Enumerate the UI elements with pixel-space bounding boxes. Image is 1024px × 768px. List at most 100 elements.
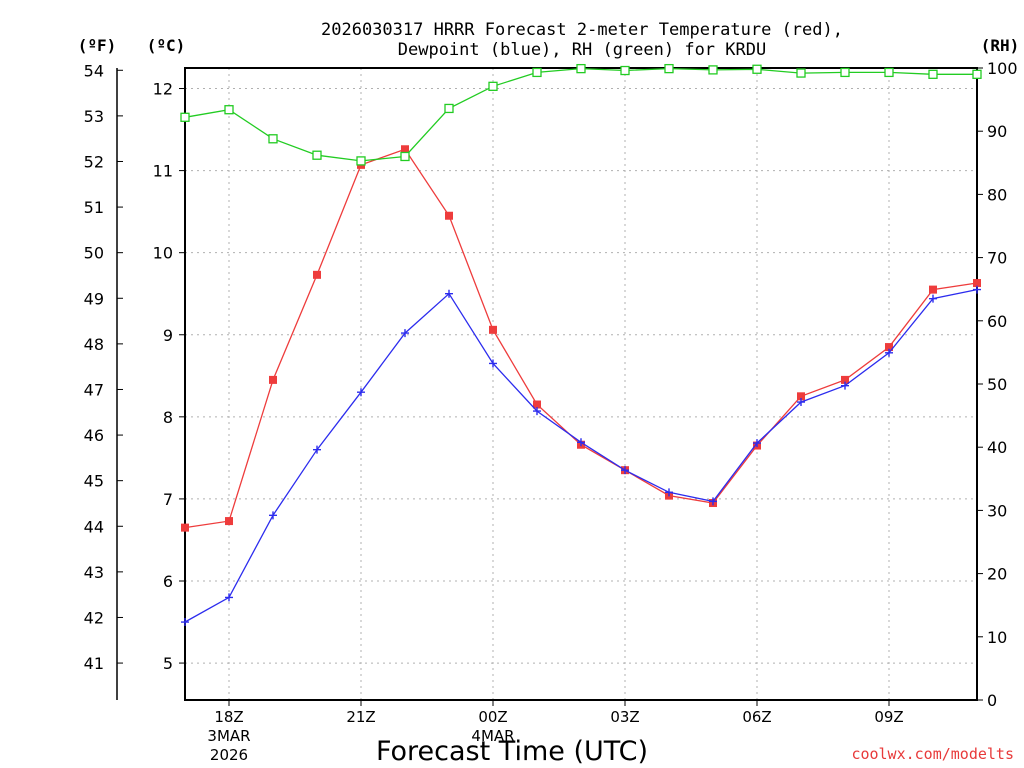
temperature-point: [973, 279, 981, 288]
rh-point: [180, 112, 190, 122]
rh-tick-label: 0: [987, 691, 997, 710]
x-tick-date-label: 4MAR: [471, 727, 514, 745]
temperature-point: [401, 145, 409, 154]
fahrenheit-tick-label: 54: [84, 61, 104, 80]
tick-labels: 5 6 7 8 9 10 11 12 41 42 43 44 45 46 47 48 49 50 51 52 53 54 0…: [84, 59, 1018, 764]
x-axis-label: Forecast Time (UTC): [376, 736, 648, 767]
rh-unit-label: (RH): [981, 36, 1020, 55]
rh-point: [708, 65, 718, 75]
dewpoint-series: [181, 285, 981, 627]
dewpoint-point: [621, 466, 629, 475]
temperature-point: [489, 325, 497, 334]
rh-point: [400, 151, 410, 162]
rh-point: [532, 67, 542, 78]
fahrenheit-tick-label: 45: [84, 472, 104, 491]
x-tick-label: 00Z: [478, 708, 507, 726]
dewpoint-point: [753, 439, 761, 448]
fahrenheit-tick-label: 46: [84, 426, 104, 445]
rh-point: [576, 63, 586, 74]
temperature-point: [181, 523, 189, 532]
celsius-tick-label: 11: [153, 162, 173, 181]
rh-tick-label: 40: [987, 438, 1007, 457]
rh-point: [840, 67, 850, 78]
rh-point: [268, 134, 278, 144]
dewpoint-point: [357, 388, 365, 397]
rh-tick-label: 10: [987, 628, 1007, 647]
celsius-tick-label: 8: [163, 408, 173, 427]
fahrenheit-tick-label: 50: [84, 244, 104, 263]
fahrenheit-tick-label: 47: [84, 380, 104, 399]
rh-point: [884, 67, 894, 78]
celsius-tick-label: 6: [163, 572, 173, 591]
fahrenheit-tick-label: 53: [84, 107, 104, 126]
celsius-tick-label: 12: [153, 80, 173, 99]
site-credit: coolwx.com/modelts: [851, 745, 1014, 763]
temperature-point: [797, 392, 805, 401]
fahrenheit-tick-label: 42: [84, 608, 104, 627]
rh-point: [620, 65, 630, 76]
temperature-line: [184, 148, 978, 529]
rh-tick-label: 90: [987, 122, 1007, 141]
rh-tick-label: 30: [987, 501, 1007, 520]
dewpoint-point: [841, 381, 849, 390]
fahrenheit-unit-label: (ºF): [78, 36, 117, 55]
fahrenheit-tick-label: 49: [84, 289, 104, 308]
dewpoint-point: [269, 511, 277, 520]
dewpoint-point: [401, 329, 409, 338]
temperature-point: [445, 211, 453, 220]
x-tick-year-label: 2026: [210, 746, 248, 764]
celsius-tick-label: 5: [163, 654, 173, 673]
dewpoint-point: [709, 497, 717, 506]
celsius-tick-label: 9: [163, 326, 173, 345]
fahrenheit-tick-label: 51: [84, 198, 104, 217]
dewpoint-point: [313, 445, 321, 454]
fahrenheit-tick-label: 52: [84, 152, 104, 171]
temperature-point: [313, 270, 321, 279]
rh-point: [664, 63, 674, 74]
data-series: [180, 63, 982, 627]
fahrenheit-tick-label: 43: [84, 563, 104, 582]
axes: [116, 67, 983, 706]
rh-tick-label: 60: [987, 312, 1007, 331]
rh-tick-label: 50: [987, 375, 1007, 394]
rh-tick-label: 20: [987, 565, 1007, 584]
rh-series: [180, 63, 982, 166]
temperature-point: [533, 400, 541, 409]
dewpoint-line: [184, 288, 978, 623]
dewpoint-point: [929, 294, 937, 303]
dewpoint-point: [225, 593, 233, 602]
temperature-point: [841, 375, 849, 384]
x-tick-label: 06Z: [742, 708, 771, 726]
dewpoint-point: [885, 348, 893, 357]
dewpoint-point: [181, 618, 189, 627]
rh-tick-label: 70: [987, 249, 1007, 268]
dewpoint-point: [533, 407, 541, 416]
dewpoint-point: [489, 359, 497, 368]
temperature-point: [885, 343, 893, 352]
dewpoint-point: [577, 438, 585, 447]
celsius-tick-label: 7: [163, 490, 173, 509]
dewpoint-point: [665, 488, 673, 497]
rh-point: [928, 69, 938, 79]
rh-point: [444, 103, 454, 114]
celsius-unit-label: (ºC): [147, 36, 186, 55]
fahrenheit-tick-label: 44: [84, 517, 104, 536]
dewpoint-point: [973, 285, 981, 294]
rh-tick-label: 100: [987, 59, 1018, 78]
rh-tick-label: 80: [987, 185, 1007, 204]
x-tick-label: 18Z: [214, 708, 243, 726]
rh-line: [184, 67, 977, 162]
grid-lines: [185, 68, 977, 700]
rh-point: [796, 68, 806, 78]
rh-point: [224, 105, 234, 115]
temperature-point: [929, 285, 937, 294]
x-tick-label: 03Z: [610, 708, 639, 726]
rh-point: [752, 64, 762, 74]
fahrenheit-tick-label: 48: [84, 335, 104, 354]
fahrenheit-tick-label: 41: [84, 654, 104, 673]
chart-title-line-1: 2026030317 HRRR Forecast 2-meter Tempera…: [321, 20, 843, 40]
celsius-tick-label: 10: [153, 244, 173, 263]
temperature-point: [225, 517, 233, 526]
plot-frame: [184, 67, 978, 701]
rh-point: [972, 69, 982, 79]
